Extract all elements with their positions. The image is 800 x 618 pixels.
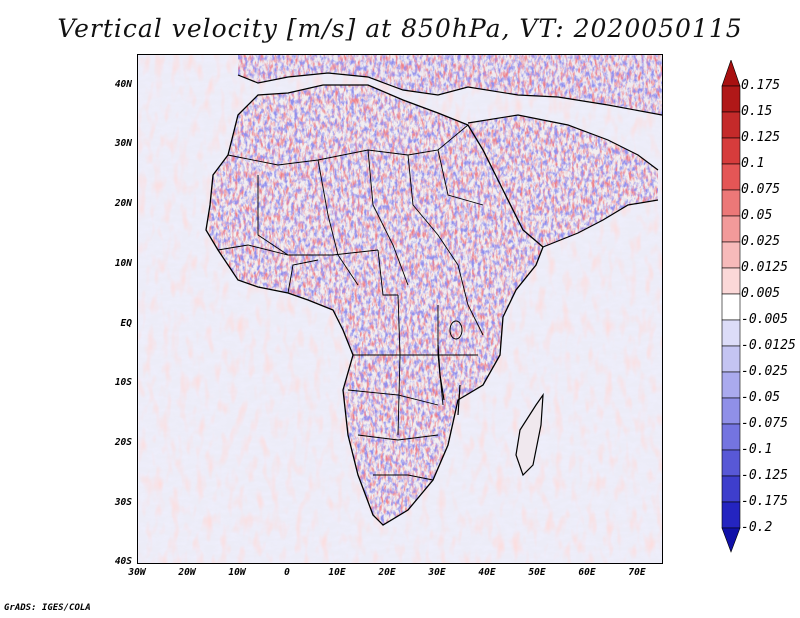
- colorbar-label: 0.025: [741, 234, 781, 249]
- colorbar-swatch: [721, 501, 741, 529]
- lon-label-70e: 70E: [628, 567, 646, 578]
- colorbar-swatch: [721, 137, 741, 165]
- lat-label-40s: 40S: [114, 556, 132, 567]
- lat-label-10s: 10S: [114, 377, 132, 388]
- colorbar-swatch: [721, 215, 741, 243]
- lon-label-20w: 20W: [178, 567, 196, 578]
- colorbar-label: 0.15: [741, 104, 773, 119]
- lake-victoria: [449, 320, 463, 340]
- lat-label-20n: 20N: [114, 198, 132, 209]
- colorbar-label: 0.175: [741, 78, 781, 93]
- lon-label-60e: 60E: [578, 567, 596, 578]
- colorbar-label: -0.005: [741, 312, 788, 327]
- vertical-velocity-map: [138, 55, 662, 563]
- colorbar: [721, 60, 741, 553]
- colorbar-swatch: [721, 241, 741, 269]
- colorbar-label: 0.075: [741, 182, 781, 197]
- lat-label-30s: 30S: [114, 497, 132, 508]
- lon-label-50e: 50E: [528, 567, 546, 578]
- colorbar-swatch: [721, 319, 741, 347]
- lon-label-0: 0: [284, 567, 290, 578]
- grads-credit: GrADS: IGES/COLA: [4, 603, 91, 613]
- colorbar-label: 0.0125: [741, 260, 788, 275]
- lake-malawi: [457, 384, 461, 416]
- colorbar-label: -0.1: [741, 442, 773, 457]
- colorbar-label: -0.025: [741, 364, 788, 379]
- colorbar-label: -0.05: [741, 390, 781, 405]
- lon-label-30w: 30W: [128, 567, 146, 578]
- lat-label-10n: 10N: [114, 258, 132, 269]
- colorbar-top-arrow: [721, 60, 741, 87]
- colorbar-swatch: [721, 397, 741, 425]
- colorbar-label: -0.125: [741, 468, 788, 483]
- lon-label-30e: 30E: [428, 567, 446, 578]
- colorbar-label: 0.125: [741, 130, 781, 145]
- colorbar-swatch: [721, 293, 741, 321]
- colorbar-swatch: [721, 163, 741, 191]
- map-panel: [137, 54, 663, 564]
- colorbar-swatch: [721, 449, 741, 477]
- colorbar-label: -0.075: [741, 416, 788, 431]
- colorbar-swatch: [721, 85, 741, 113]
- arabia-coastline: [467, 114, 659, 248]
- colorbar-swatch: [721, 345, 741, 373]
- lon-label-10e: 10E: [328, 567, 346, 578]
- lon-label-10w: 10W: [228, 567, 246, 578]
- lat-label-20s: 20S: [114, 437, 132, 448]
- europe-coastline: [237, 72, 662, 116]
- colorbar-bottom-arrow: [721, 527, 741, 553]
- colorbar-swatch: [721, 189, 741, 217]
- madagascar-outline: [515, 392, 544, 477]
- lon-label-40e: 40E: [478, 567, 496, 578]
- lat-label-30n: 30N: [114, 138, 132, 149]
- africa-coastline: [205, 84, 544, 526]
- colorbar-swatch: [721, 111, 741, 139]
- colorbar-swatch: [721, 371, 741, 399]
- colorbar-label: 0.005: [741, 286, 781, 301]
- lon-label-20e: 20E: [378, 567, 396, 578]
- colorbar-label: -0.175: [741, 494, 788, 509]
- lat-label-40n: 40N: [114, 79, 132, 90]
- lake-tanganyika: [437, 344, 445, 401]
- colorbar-label: 0.1: [741, 156, 765, 171]
- colorbar-swatch: [721, 267, 741, 295]
- colorbar-label: 0.05: [741, 208, 773, 223]
- colorbar-label: -0.0125: [741, 338, 796, 353]
- country-borders: [217, 124, 484, 481]
- colorbar-swatch: [721, 475, 741, 503]
- colorbar-label: -0.2: [741, 520, 773, 535]
- lat-label-eq: EQ: [120, 318, 132, 329]
- map-title: Vertical velocity [m/s] at 850hPa, VT: 2…: [57, 14, 743, 43]
- colorbar-swatch: [721, 423, 741, 451]
